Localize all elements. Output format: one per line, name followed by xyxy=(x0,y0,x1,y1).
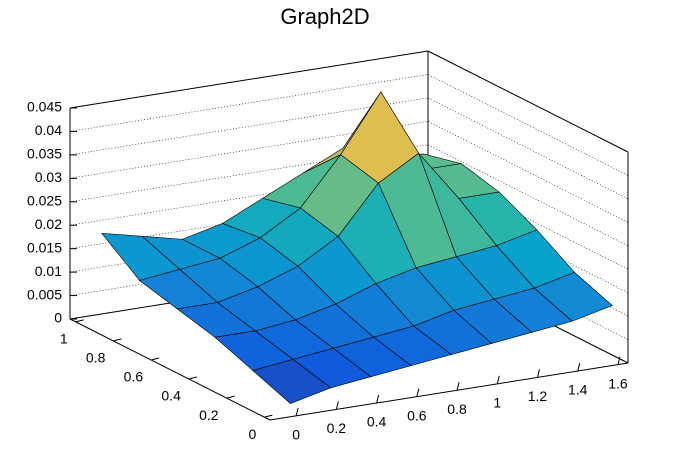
y-tick xyxy=(188,376,197,380)
x-tick xyxy=(295,407,299,416)
x-tick-label: 1.4 xyxy=(568,382,588,398)
z-tick-label: 0.005 xyxy=(27,286,62,302)
z-tick-label: 0 xyxy=(54,310,62,326)
chart-title: Graph2D xyxy=(280,4,369,29)
y-tick xyxy=(151,357,160,361)
x-tick-label: 1.6 xyxy=(608,375,628,391)
x-axis xyxy=(269,362,629,421)
y-tick xyxy=(113,338,122,342)
x-tick xyxy=(496,375,500,384)
x-tick xyxy=(617,356,621,365)
x-tick xyxy=(577,362,581,372)
y-tick xyxy=(264,414,273,418)
x-tick-label: 1.2 xyxy=(528,388,548,404)
z-tick-label: 0.01 xyxy=(35,263,62,279)
z-tick-label: 0.035 xyxy=(27,146,62,162)
x-tick-label: 0.4 xyxy=(367,414,387,430)
grid-line xyxy=(69,191,629,293)
grid-line xyxy=(69,121,629,223)
y-tick-label: 0.2 xyxy=(199,407,219,423)
z-tick-label: 0.04 xyxy=(35,122,62,138)
y-tick-label: 0.4 xyxy=(161,388,181,404)
y-axis xyxy=(69,318,271,421)
x-tick xyxy=(537,369,540,378)
z-tick-label: 0.045 xyxy=(27,99,62,115)
y-tick-label: 0.6 xyxy=(124,369,144,385)
x-tick-label: 0.6 xyxy=(407,407,427,423)
x-tick xyxy=(376,394,380,404)
x-tick xyxy=(416,388,420,397)
y-tick-label: 0.8 xyxy=(86,350,106,366)
x-tick-label: 0 xyxy=(292,427,300,443)
grid-line xyxy=(69,167,629,270)
grid-line xyxy=(69,50,629,153)
y-tick-label: 0 xyxy=(249,426,257,442)
x-tick-label: 0.2 xyxy=(327,420,347,436)
z-tick-label: 0.02 xyxy=(35,216,62,232)
y-tick-label: 1 xyxy=(60,331,68,347)
z-tick-label: 0.03 xyxy=(35,169,62,185)
x-tick xyxy=(335,401,339,410)
z-tick-label: 0.015 xyxy=(27,239,62,255)
x-tick-label: 1 xyxy=(493,395,501,411)
surface-cell xyxy=(252,359,332,404)
y-tick xyxy=(75,319,84,323)
x-tick xyxy=(456,382,460,391)
grid-line xyxy=(69,74,629,176)
x-tick-label: 0.8 xyxy=(447,401,467,417)
y-tick xyxy=(226,395,235,399)
z-tick-label: 0.025 xyxy=(27,192,62,208)
grid-line xyxy=(69,144,629,247)
grid-line xyxy=(69,97,629,200)
